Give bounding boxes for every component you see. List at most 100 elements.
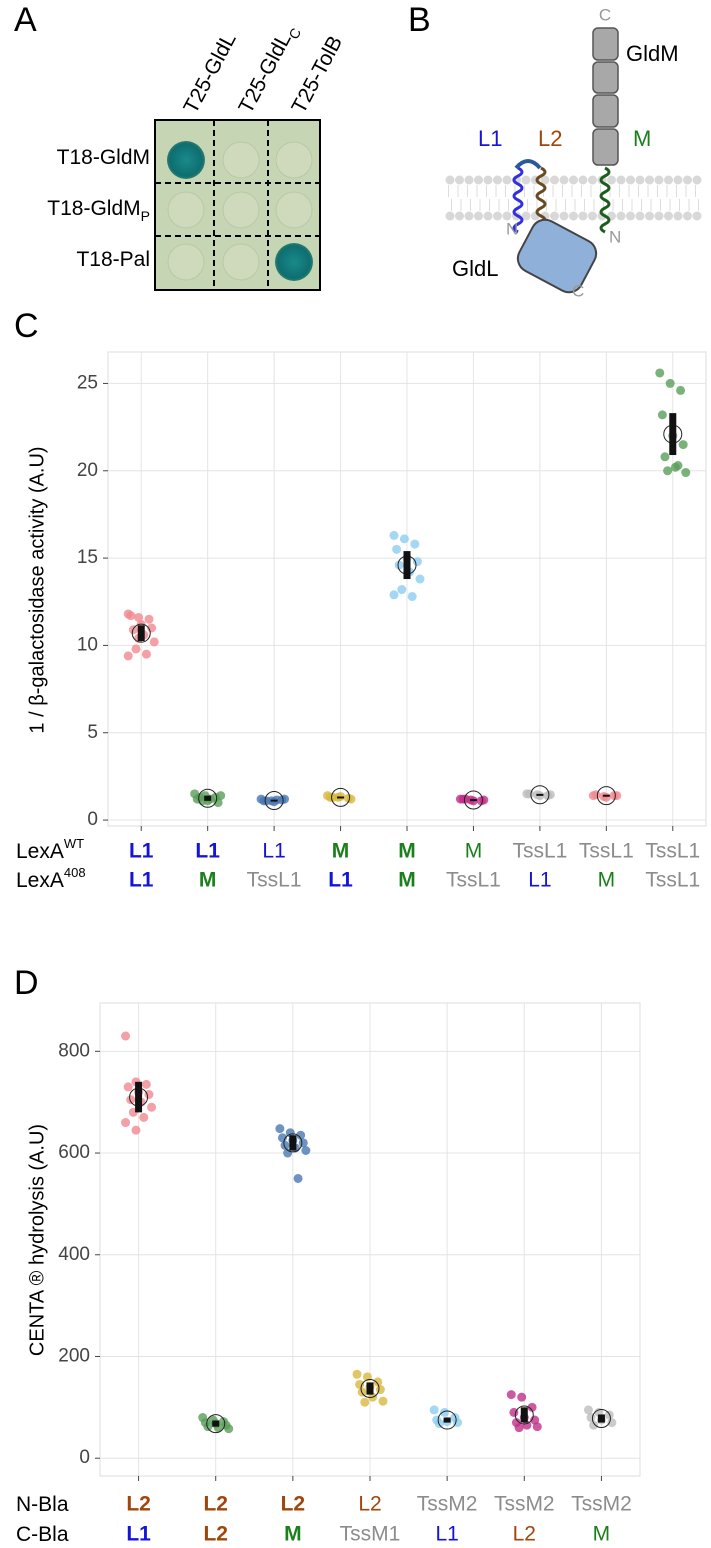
point bbox=[141, 649, 151, 659]
point bbox=[147, 1102, 157, 1112]
x-category-label: L2 bbox=[203, 1493, 228, 1516]
point bbox=[216, 791, 226, 801]
point bbox=[131, 644, 141, 654]
l1-helix bbox=[512, 166, 524, 234]
label: GldM bbox=[626, 41, 679, 66]
row-label: C-Bla bbox=[16, 1523, 69, 1546]
x-category-label: L1 bbox=[528, 869, 551, 892]
row-label: T18-GldMP bbox=[47, 197, 150, 224]
column-label: T25-GldL bbox=[179, 29, 240, 117]
row-label: T18-GldM bbox=[57, 146, 150, 169]
point bbox=[532, 1422, 542, 1432]
row-label-main: LexA bbox=[16, 869, 64, 892]
mean bbox=[514, 1405, 534, 1425]
lipid-head bbox=[664, 211, 673, 221]
mean bbox=[530, 785, 550, 805]
lipid-head bbox=[540, 175, 550, 185]
lipid-head bbox=[521, 211, 531, 221]
lipid-head bbox=[635, 175, 645, 185]
point bbox=[586, 1413, 596, 1423]
point bbox=[591, 790, 601, 800]
label: L2 bbox=[538, 126, 562, 151]
row-label-main: N-Bla bbox=[16, 1493, 69, 1516]
lipid-head bbox=[445, 175, 455, 185]
point bbox=[298, 1138, 308, 1148]
point bbox=[681, 468, 691, 478]
x-category-label: L2 bbox=[281, 1493, 306, 1516]
y-tick-label: 0 bbox=[79, 1447, 90, 1468]
point bbox=[213, 798, 223, 808]
loop bbox=[514, 159, 542, 170]
point bbox=[139, 1112, 149, 1122]
label: N bbox=[609, 227, 621, 246]
point bbox=[660, 452, 670, 462]
point bbox=[657, 410, 667, 420]
point bbox=[461, 794, 471, 804]
y-tick-label: 15 bbox=[77, 547, 98, 568]
mean bbox=[206, 1414, 226, 1434]
point bbox=[203, 1422, 213, 1432]
x-category-label: M bbox=[398, 869, 416, 892]
point bbox=[389, 530, 399, 540]
lipid-head bbox=[626, 175, 635, 185]
gldm-shape bbox=[592, 27, 619, 166]
lipid-head bbox=[645, 211, 654, 221]
row-label: LexAWT bbox=[16, 836, 84, 863]
lipid-head bbox=[626, 211, 635, 221]
point bbox=[655, 368, 665, 378]
point bbox=[545, 790, 555, 800]
error-bar bbox=[204, 795, 212, 801]
lipid-head bbox=[673, 175, 683, 185]
point bbox=[126, 611, 136, 621]
point bbox=[378, 1396, 388, 1406]
x-category-label: M bbox=[332, 840, 350, 863]
panel-letter: A bbox=[14, 1, 37, 39]
mean bbox=[591, 1409, 611, 1429]
panel-letter: D bbox=[14, 964, 39, 1002]
y-tick-label: 600 bbox=[58, 1142, 90, 1163]
label: N bbox=[506, 219, 518, 238]
lipid-head bbox=[588, 211, 597, 221]
y-tick-label: 10 bbox=[77, 634, 98, 655]
y-tick-label: 0 bbox=[87, 809, 98, 830]
lipid-head bbox=[692, 175, 702, 185]
lipid-head bbox=[550, 211, 559, 221]
lipid-head bbox=[654, 175, 664, 185]
point bbox=[352, 1369, 362, 1379]
lipid-head bbox=[464, 211, 474, 221]
point bbox=[275, 1124, 285, 1134]
point bbox=[144, 614, 154, 624]
column-label-main: T25-TolB bbox=[287, 32, 347, 117]
point bbox=[663, 466, 673, 476]
point bbox=[360, 1397, 370, 1407]
lipid-head bbox=[569, 175, 578, 185]
spots bbox=[167, 141, 313, 281]
y-tick-label: 20 bbox=[77, 460, 98, 481]
point bbox=[517, 1392, 527, 1402]
lipid-head bbox=[502, 175, 512, 185]
point bbox=[514, 1423, 524, 1433]
point bbox=[389, 590, 399, 600]
lipid-head bbox=[692, 211, 702, 221]
mean bbox=[331, 787, 351, 807]
x-category-label: M bbox=[284, 1523, 302, 1546]
error-bar bbox=[289, 1135, 297, 1151]
error-bar bbox=[469, 799, 477, 802]
column-label: T25-TolB bbox=[287, 32, 347, 117]
point bbox=[293, 1173, 303, 1183]
point bbox=[678, 440, 688, 450]
point bbox=[123, 651, 133, 661]
lipid-head bbox=[645, 175, 654, 185]
row-label-main: T18-GldM bbox=[47, 197, 140, 220]
point bbox=[612, 791, 622, 801]
mean bbox=[360, 1379, 380, 1399]
x-category-label: TssM2 bbox=[494, 1493, 555, 1516]
row-label-main: T18-GldM bbox=[57, 146, 150, 169]
row-label: T18-Pal bbox=[76, 248, 150, 271]
error-bar bbox=[597, 1414, 605, 1423]
lipid-head bbox=[455, 175, 464, 185]
y-tick-label: 400 bbox=[58, 1244, 90, 1265]
point bbox=[328, 792, 338, 802]
lipid-head bbox=[664, 175, 673, 185]
